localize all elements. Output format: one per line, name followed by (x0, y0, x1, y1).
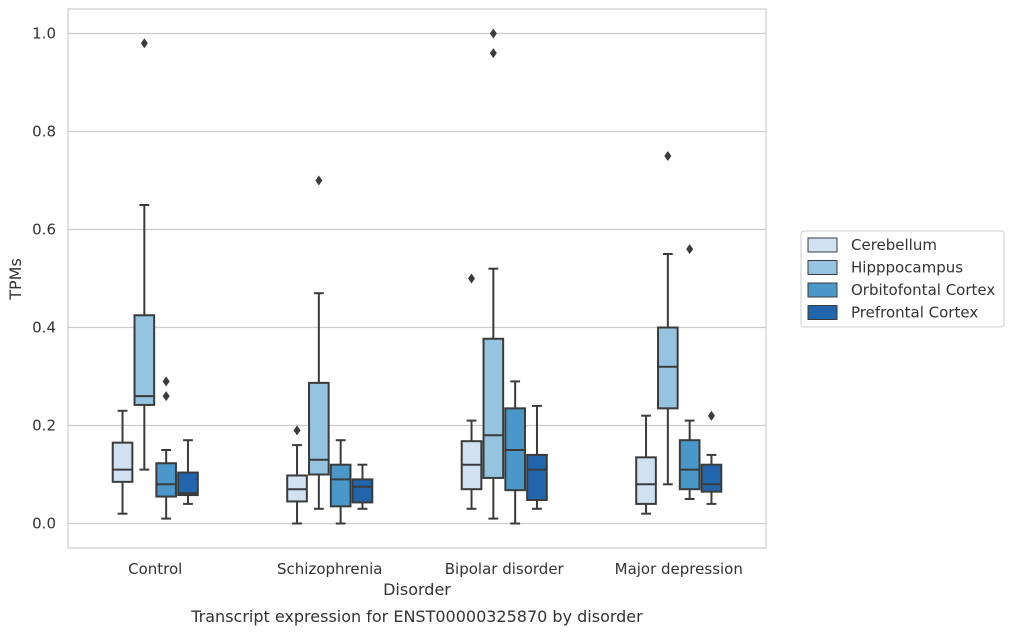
box-iqr (700, 463, 723, 493)
box-cerebellum (286, 425, 308, 525)
figure-caption: Transcript expression for ENST0000032587… (190, 607, 643, 626)
legend-label: Hipppocampus (851, 259, 963, 277)
box-hipppocampus (133, 38, 156, 471)
box-hipppocampus (308, 175, 330, 510)
box-iqr (351, 478, 374, 504)
box-orbitofontal-cortex (678, 244, 701, 500)
box-iqr (657, 326, 679, 410)
outlier-point (489, 48, 497, 59)
legend-swatch (807, 260, 838, 275)
x-tick-label: Major depression (615, 560, 743, 578)
legend-swatch (807, 305, 838, 320)
x-tick-label: Schizophrenia (277, 560, 382, 578)
box-cerebellum (635, 414, 657, 515)
box-iqr (155, 462, 177, 498)
outlier-point (140, 38, 148, 49)
box-iqr (111, 441, 134, 483)
box-iqr (133, 314, 156, 406)
y-tick-label: 0.6 (32, 221, 56, 239)
y-tick-label: 0.8 (32, 123, 56, 141)
outlier-point (162, 391, 170, 402)
box-prefrontal-cortex (351, 463, 374, 510)
y-axis-title: TPMs (6, 258, 25, 301)
box-iqr (177, 471, 199, 497)
outlier-point (162, 376, 170, 387)
outlier-point (315, 175, 323, 186)
box-iqr (635, 456, 657, 505)
boxes (111, 28, 723, 525)
y-tick-label: 0.4 (32, 319, 56, 337)
y-tick-labels: 0.0 0.2 0.4 0.6 0.8 1.0 (32, 25, 56, 533)
outlier-point (664, 151, 672, 161)
box-iqr (308, 381, 330, 476)
plot-area-frame (67, 8, 767, 549)
outlier-point (686, 244, 694, 255)
x-tick-labels: Control Schizophrenia Bipolar disorder Majo… (128, 560, 743, 578)
box-iqr (678, 439, 701, 491)
x-tick-label: Bipolar disorder (445, 560, 565, 578)
box-iqr (526, 453, 548, 501)
outlier-point (468, 273, 476, 284)
grid-lines (68, 32, 766, 525)
legend-label: Cerebellum (851, 236, 937, 254)
box-iqr (329, 463, 352, 508)
box-iqr (482, 337, 505, 479)
box-cerebellum (111, 409, 134, 515)
x-tick-label: Control (128, 560, 182, 578)
box-orbitofontal-cortex (155, 376, 177, 520)
box-prefrontal-cortex (526, 404, 548, 510)
y-tick-label: 1.0 (32, 25, 56, 43)
box-hipppocampus (657, 151, 679, 486)
legend: Cerebellum Hipppocampus Orbitofontal Corte… (800, 230, 1005, 328)
legend-label: Prefrontal Cortex (851, 304, 978, 322)
outlier-point (707, 410, 715, 421)
y-tick-label: 0.2 (32, 417, 56, 435)
box-orbitofontal-cortex (504, 380, 526, 525)
outlier-point (489, 28, 497, 39)
box-hipppocampus (482, 28, 505, 520)
box-prefrontal-cortex (177, 439, 199, 505)
legend-swatch (807, 282, 838, 298)
y-tick-label: 0.0 (32, 515, 56, 533)
outlier-point (293, 425, 301, 436)
box-cerebellum (460, 273, 483, 510)
box-prefrontal-cortex (700, 410, 723, 505)
legend-frame (800, 230, 1005, 328)
box-orbitofontal-cortex (329, 439, 352, 525)
legend-swatch (807, 237, 838, 253)
legend-label: Orbitofontal Cortex (851, 281, 995, 299)
x-axis-title: Disorder (383, 580, 451, 599)
